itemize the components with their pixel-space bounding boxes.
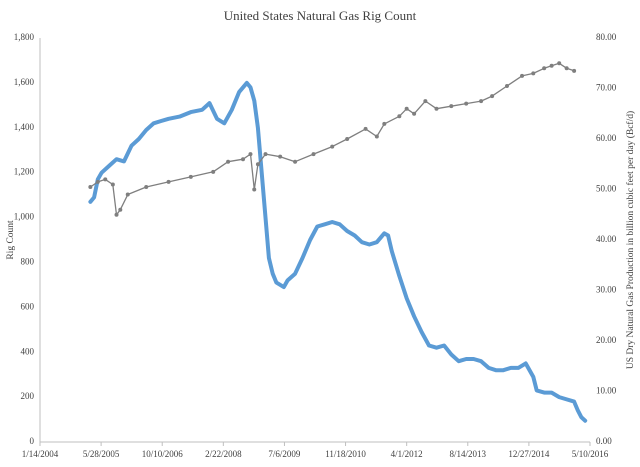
y2-tick-label: 50.00 [596,184,617,194]
x-tick-label: 8/14/2013 [450,449,487,459]
y-tick-label: 1,200 [14,167,35,177]
x-tick-label: 4/1/2012 [391,449,423,459]
y-tick-label: 200 [21,391,35,401]
x-tick-label: 11/18/2010 [325,449,366,459]
series-marker [363,126,368,131]
y2-tick-label: 20.00 [596,335,617,345]
series-marker [88,184,93,189]
y-tick-label: 0 [30,436,35,446]
series-marker [241,157,246,162]
series-marker [188,174,193,179]
series-marker [103,177,108,182]
series-marker [404,106,409,111]
series-marker [110,182,115,187]
series-marker [397,114,402,119]
x-tick-label: 5/28/2005 [83,449,120,459]
chart-title: United States Natural Gas Rig Count [224,8,417,23]
series-marker [490,94,495,99]
series-marker [382,121,387,126]
series-marker [479,99,484,104]
series-marker [166,179,171,184]
series-line [88,80,588,423]
series-marker [572,68,577,73]
series-marker [125,192,130,197]
y-axis-title: Rig Count [6,220,16,260]
series-marker [449,104,454,109]
series-marker [144,184,149,189]
y2-tick-label: 30.00 [596,285,617,295]
x-tick-label: 12/27/2014 [508,449,550,459]
x-tick-label: 5/10/2016 [572,449,609,459]
series-marker [464,101,469,106]
y2-tick-label: 40.00 [596,234,617,244]
y-tick-label: 1,600 [14,77,35,87]
series-marker [374,134,379,139]
series-marker [520,73,525,78]
y-tick-label: 1,400 [14,122,35,132]
series-marker [345,137,350,141]
series-marker [434,106,439,111]
series-marker [248,152,253,157]
y2-tick-label: 70.00 [596,83,617,93]
series-marker [531,71,536,76]
series-marker [226,159,231,164]
series-marker [118,207,123,212]
series-marker [114,212,119,217]
x-tick-label: 7/6/2009 [268,449,301,459]
series-marker [211,169,216,174]
series-marker [549,63,554,68]
series-marker [293,159,298,164]
series-marker [278,154,283,159]
y2-axis-title: US Dry Natural Gas Production in billion… [625,111,636,369]
y2-tick-label: 60.00 [596,133,617,143]
series-marker [95,179,100,184]
y-tick-label: 600 [21,301,35,311]
x-tick-label: 10/10/2006 [142,449,184,459]
y-tick-label: 800 [21,257,35,267]
series-line [89,62,575,216]
series-marker [330,144,335,149]
x-tick-label: 2/22/2008 [205,449,242,459]
series-marker [505,83,510,88]
series-marker [423,99,428,104]
series-marker [311,152,316,157]
y-tick-label: 400 [21,346,35,356]
y2-tick-label: 0.00 [596,436,612,446]
y2-tick-label: 10.00 [596,386,617,396]
series-marker [252,187,257,192]
series-marker [412,111,417,116]
y-tick-label: 1,000 [14,212,35,222]
y-tick-label: 1,800 [14,32,35,42]
series-marker [263,152,268,157]
x-tick-label: 1/14/2004 [22,449,59,459]
series-marker [542,66,547,71]
series-marker [564,66,569,71]
series-marker [557,61,562,66]
y2-tick-label: 80.00 [596,32,617,42]
series-marker [255,162,260,167]
